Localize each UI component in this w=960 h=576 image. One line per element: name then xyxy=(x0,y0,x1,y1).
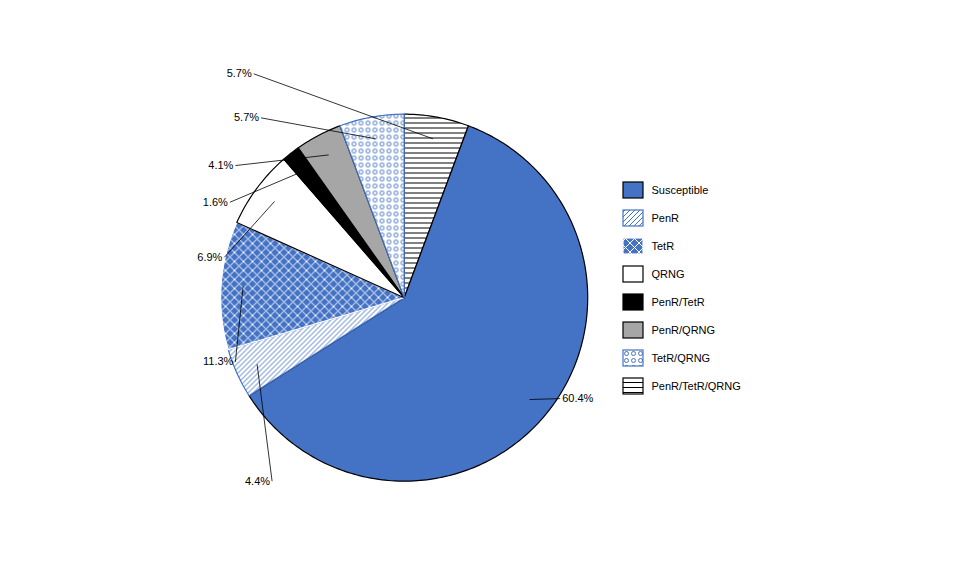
svg-text:PenR/TetR/QRNG: PenR/TetR/QRNG xyxy=(652,380,741,392)
svg-text:5.7%: 5.7% xyxy=(227,67,252,79)
svg-text:6.9%: 6.9% xyxy=(197,251,222,263)
svg-text:4.4%: 4.4% xyxy=(245,475,270,487)
svg-text:PenR: PenR xyxy=(652,212,680,224)
svg-text:11.3%: 11.3% xyxy=(203,355,234,367)
svg-text:QRNG: QRNG xyxy=(652,268,685,280)
svg-text:60.4%: 60.4% xyxy=(562,392,593,404)
svg-text:PenR/TetR: PenR/TetR xyxy=(652,296,705,308)
svg-text:1.6%: 1.6% xyxy=(203,196,228,208)
svg-text:TetR/QRNG: TetR/QRNG xyxy=(652,352,711,364)
svg-text:TetR: TetR xyxy=(652,240,675,252)
svg-text:4.1%: 4.1% xyxy=(208,159,233,171)
svg-text:PenR/QRNG: PenR/QRNG xyxy=(652,324,716,336)
svg-text:Susceptible: Susceptible xyxy=(652,184,709,196)
svg-text:5.7%: 5.7% xyxy=(234,111,259,123)
